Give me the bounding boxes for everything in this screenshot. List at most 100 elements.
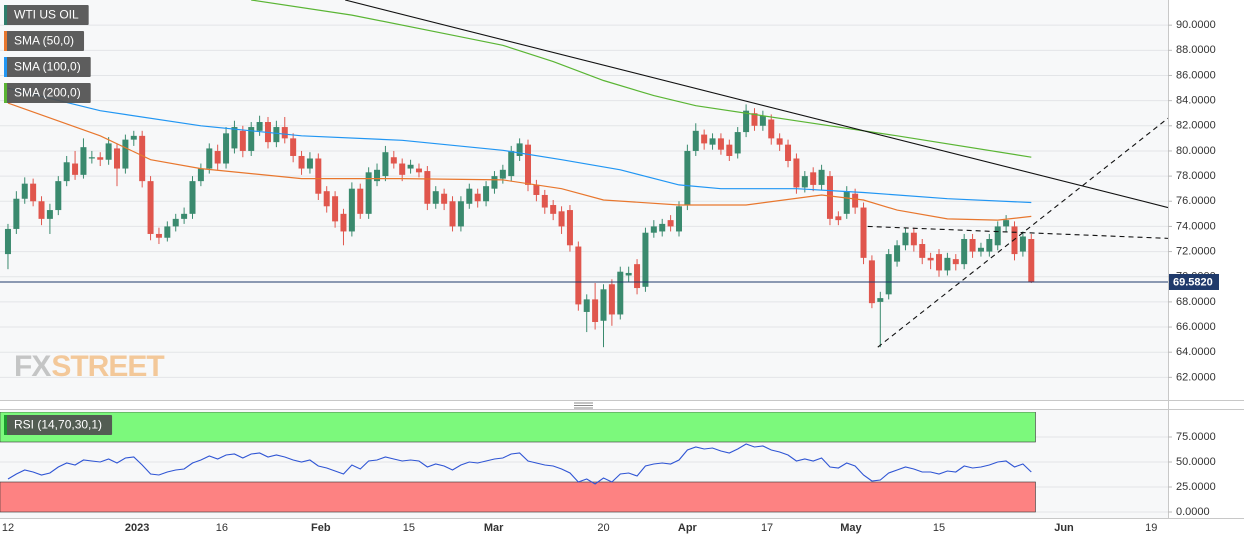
- candle-body: [525, 144, 532, 185]
- candle-body: [105, 143, 112, 160]
- candle-body: [877, 298, 884, 302]
- divider-grip[interactable]: [574, 402, 593, 409]
- candle-body: [298, 155, 305, 169]
- candle-body: [155, 233, 162, 238]
- candle-body: [835, 216, 842, 221]
- candle-body: [936, 254, 943, 271]
- candle-body: [21, 183, 28, 199]
- candle-body: [38, 201, 45, 219]
- x-tick-label: Feb: [311, 522, 331, 534]
- candle-body: [726, 144, 733, 156]
- candle-body: [432, 191, 439, 204]
- candle-body: [852, 193, 859, 208]
- candle-body: [969, 238, 976, 252]
- watermark: FX: [14, 350, 51, 383]
- candle-body: [902, 232, 909, 246]
- y-tick-label: 50.0000: [1176, 456, 1216, 468]
- candle-body: [348, 188, 355, 232]
- plot-area: [4, 0, 1168, 348]
- candle-body: [281, 127, 288, 139]
- candle-body: [114, 148, 121, 169]
- candle-body: [172, 218, 179, 227]
- candle-body: [483, 186, 490, 202]
- sma-line: [7, 102, 1032, 221]
- candle-body: [541, 194, 548, 208]
- candle-body: [550, 205, 557, 214]
- candle-body: [617, 271, 624, 315]
- legend-label: RSI (14,70,30,1): [14, 418, 102, 432]
- candle-body: [692, 130, 699, 151]
- y-tick-label: 75.0000: [1176, 431, 1216, 443]
- x-tick-label: 15: [933, 522, 945, 534]
- candle-body: [701, 134, 708, 144]
- candle-body: [734, 132, 741, 154]
- candle-body: [558, 211, 565, 227]
- y-tick-label: 78.0000: [1176, 170, 1216, 182]
- candle-body: [751, 113, 758, 126]
- y-tick-label: 0.0000: [1176, 506, 1210, 518]
- sma-line: [251, 0, 1032, 158]
- candle-body: [860, 207, 867, 258]
- legend-swatch: [4, 415, 7, 435]
- candle-body: [189, 181, 196, 214]
- candle-body: [919, 244, 926, 258]
- candle-body: [583, 299, 590, 312]
- overbought-zone: [0, 412, 1036, 443]
- candle-body: [894, 245, 901, 262]
- candle-body: [592, 299, 599, 323]
- candle-body: [382, 152, 389, 177]
- legend-box: [4, 83, 91, 103]
- legend-swatch: [4, 57, 7, 77]
- candle-body: [466, 188, 473, 204]
- candle-body: [1003, 220, 1010, 227]
- y-tick-label: 86.0000: [1176, 69, 1216, 81]
- candle-body: [441, 193, 448, 204]
- candle-body: [46, 210, 53, 219]
- candle-body: [533, 184, 540, 195]
- overlay: FX STREET WTI US OIL SMA (50,0) SMA (100,0) S…: [4, 5, 165, 435]
- candle-body: [357, 188, 364, 214]
- candle-body: [197, 168, 204, 182]
- candle-body: [457, 201, 464, 227]
- legend-box: [4, 31, 85, 51]
- trend-line: [345, 0, 1168, 209]
- candle-body: [566, 210, 573, 246]
- candle-body: [97, 157, 104, 160]
- x-tick-label: 20: [597, 522, 609, 534]
- candle-body: [231, 127, 238, 149]
- candle-body: [256, 122, 263, 131]
- candle-body: [927, 257, 934, 261]
- candle-body: [675, 206, 682, 232]
- legend-swatch: [4, 83, 7, 103]
- y-tick-label: 66.0000: [1176, 321, 1216, 333]
- candle-body: [181, 213, 188, 219]
- candle-body: [449, 201, 456, 227]
- y-tick-label: 62.0000: [1176, 371, 1216, 383]
- candle-body: [743, 110, 750, 133]
- y-tick-label: 74.0000: [1176, 220, 1216, 232]
- candle-body: [667, 220, 674, 227]
- candle-body: [315, 158, 322, 194]
- x-tick-label: May: [840, 522, 862, 534]
- candle-body: [13, 198, 20, 229]
- candle-body: [785, 144, 792, 162]
- candle-body: [1011, 226, 1018, 255]
- legend-box: [4, 57, 91, 77]
- candle-body: [374, 169, 381, 182]
- y-tick-label: 68.0000: [1176, 296, 1216, 308]
- candle-body: [499, 169, 506, 179]
- x-tick-label: Apr: [678, 522, 698, 534]
- candle-body: [491, 176, 498, 189]
- x-tick-label: 2023: [125, 522, 149, 534]
- candle-body: [717, 138, 724, 150]
- candle-body: [407, 164, 414, 169]
- x-tick-label: 15: [403, 522, 415, 534]
- legend-label: SMA (200,0): [14, 86, 81, 100]
- candle-body: [659, 223, 666, 232]
- candle-body: [130, 135, 137, 140]
- rsi-panel: 0.0000 25.0000 50.0000 75.0000: [0, 412, 1216, 518]
- candle-body: [214, 150, 221, 164]
- last-price-label: 69.5820: [1173, 276, 1213, 288]
- candle-body: [944, 257, 951, 271]
